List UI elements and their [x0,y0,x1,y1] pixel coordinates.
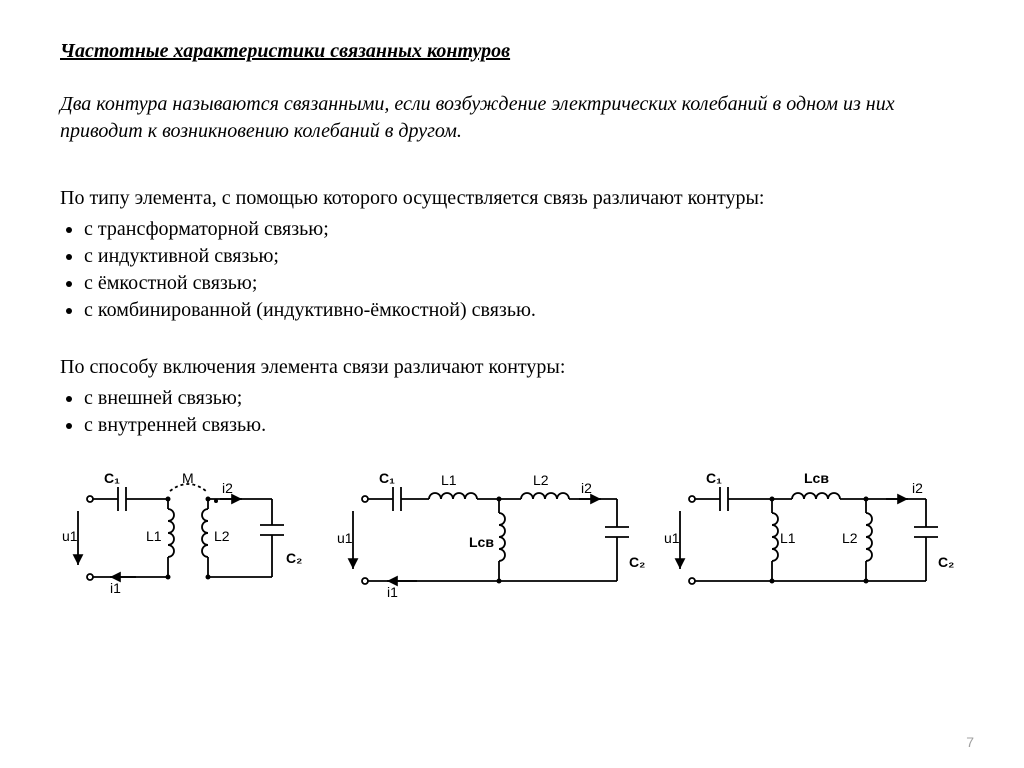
list-item: с внешней связью; [84,385,964,412]
label-i1: i1 [387,584,398,599]
page-number: 7 [966,734,974,750]
types-section: По типу элемента, с помощью которого осу… [60,185,964,324]
slide-page: Частотные характеристики связанных конту… [0,0,1024,768]
label-l2: L2 [842,530,858,546]
label-i2: i2 [581,480,592,496]
label-c1: C₁ [379,470,395,486]
label-l2: L2 [533,472,549,488]
label-c2: C₂ [938,554,954,570]
label-u1: u1 [337,530,353,546]
label-lcv: Lсв [804,470,829,486]
method-intro: По способу включения элемента связи разл… [60,354,964,381]
label-l1: L1 [441,472,457,488]
circuit-diagram-1: C₁ L1 M [60,469,330,599]
label-u1: u1 [664,530,680,546]
circuit-diagram-3: C₁ Lсв i2 [664,469,964,599]
label-l1: L1 [146,528,162,544]
circuit-svg: C₁ L1 L2 i2 [337,469,657,599]
list-item: с ёмкостной связью; [84,270,964,297]
circuit-svg: C₁ L1 M [60,469,330,599]
label-c1: C₁ [104,470,120,486]
label-i2: i2 [912,480,923,496]
circuit-diagram-2: C₁ L1 L2 i2 [337,469,657,599]
diagrams-row: C₁ L1 M [60,469,964,599]
label-c1: C₁ [706,470,722,486]
label-c2: C₂ [629,554,645,570]
label-i2: i2 [222,480,233,496]
types-list: с трансформаторной связью; с индуктивной… [60,216,964,324]
label-lcv: Lсв [469,534,494,550]
circuit-svg: C₁ Lсв i2 [664,469,964,599]
method-section: По способу включения элемента связи разл… [60,354,964,439]
types-intro: По типу элемента, с помощью которого осу… [60,185,964,212]
label-l1: L1 [780,530,796,546]
page-title: Частотные характеристики связанных конту… [60,40,964,63]
label-u1: u1 [62,528,78,544]
definition-text: Два контура называются связанными, если … [60,91,964,145]
label-c2: C₂ [286,550,302,566]
label-l2: L2 [214,528,230,544]
list-item: с внутренней связью. [84,412,964,439]
label-m: M [182,470,194,486]
label-i1: i1 [110,580,121,596]
list-item: с трансформаторной связью; [84,216,964,243]
method-list: с внешней связью; с внутренней связью. [60,385,964,439]
list-item: с индуктивной связью; [84,243,964,270]
list-item: с комбинированной (индуктивно-ёмкостной)… [84,297,964,324]
